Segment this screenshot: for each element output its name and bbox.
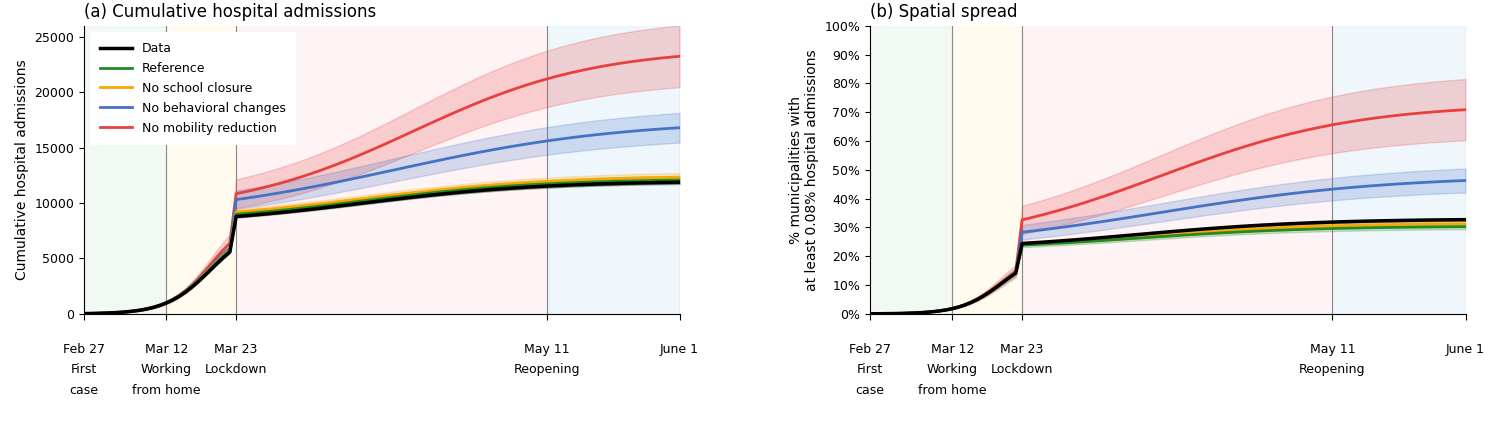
- Y-axis label: % municipalities with
at least 0.08% hospital admissions: % municipalities with at least 0.08% hos…: [789, 49, 819, 291]
- Text: (a) Cumulative hospital admissions: (a) Cumulative hospital admissions: [84, 3, 376, 22]
- Text: Working: Working: [927, 363, 978, 376]
- Y-axis label: Cumulative hospital admissions: Cumulative hospital admissions: [15, 59, 28, 280]
- Text: Reopening: Reopening: [513, 363, 580, 376]
- Text: from home: from home: [918, 384, 987, 397]
- Text: (b) Spatial spread: (b) Spatial spread: [870, 3, 1017, 22]
- Text: Mar 23: Mar 23: [214, 343, 258, 356]
- Text: case: case: [69, 384, 99, 397]
- Text: First: First: [856, 363, 883, 376]
- Bar: [84, 26, 166, 314]
- Bar: [1332, 26, 1466, 314]
- Text: Working: Working: [141, 363, 192, 376]
- Bar: [952, 26, 1022, 314]
- Text: May 11: May 11: [524, 343, 570, 356]
- Text: June 1: June 1: [660, 343, 699, 356]
- Bar: [166, 26, 236, 314]
- Text: Mar 12: Mar 12: [146, 343, 188, 356]
- Bar: [546, 26, 680, 314]
- Bar: [870, 26, 952, 314]
- Bar: [236, 26, 546, 314]
- Legend: Data, Reference, No school closure, No behavioral changes, No mobility reduction: Data, Reference, No school closure, No b…: [90, 32, 296, 144]
- Text: Feb 27: Feb 27: [63, 343, 105, 356]
- Text: May 11: May 11: [1310, 343, 1356, 356]
- Text: Mar 23: Mar 23: [1000, 343, 1044, 356]
- Text: June 1: June 1: [1446, 343, 1485, 356]
- Text: Lockdown: Lockdown: [992, 363, 1053, 376]
- Text: from home: from home: [132, 384, 201, 397]
- Text: Feb 27: Feb 27: [849, 343, 891, 356]
- Text: First: First: [70, 363, 98, 376]
- Text: Lockdown: Lockdown: [206, 363, 267, 376]
- Text: case: case: [855, 384, 885, 397]
- Text: Mar 12: Mar 12: [930, 343, 974, 356]
- Text: Reopening: Reopening: [1299, 363, 1365, 376]
- Bar: [1022, 26, 1332, 314]
